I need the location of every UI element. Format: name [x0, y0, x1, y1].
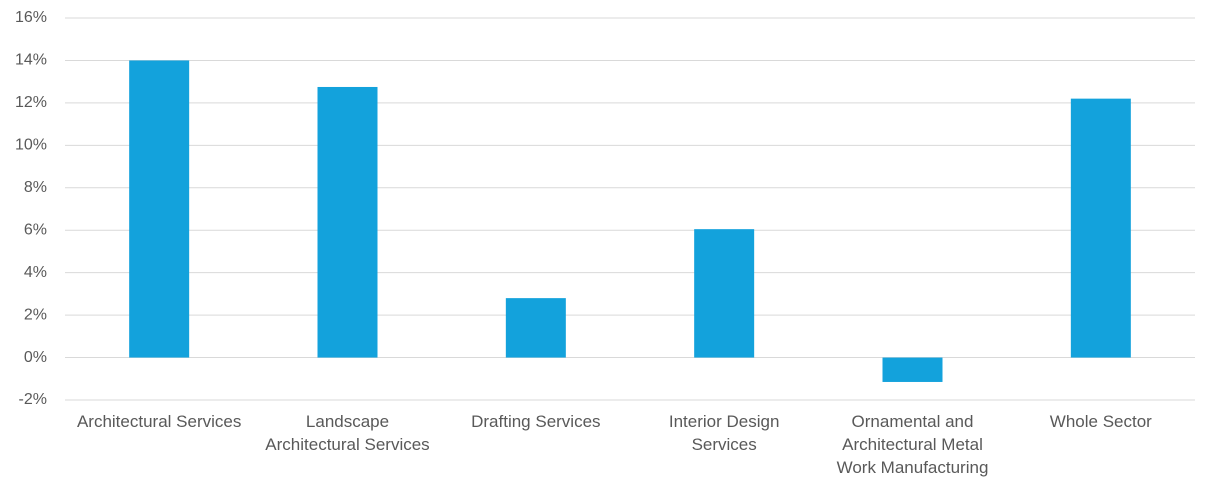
bar [129, 60, 190, 358]
bar [317, 86, 378, 358]
y-tick-label: -2% [19, 391, 47, 408]
x-tick-label: Architectural Services [76, 412, 242, 431]
bar [694, 229, 755, 358]
y-tick-label: 14% [15, 52, 47, 69]
bar [505, 298, 566, 358]
y-tick-label: 2% [24, 306, 47, 323]
y-tick-label: 12% [15, 94, 47, 111]
y-tick-label: 4% [24, 264, 47, 281]
y-tick-label: 0% [24, 349, 47, 366]
x-tick-label: Drafting Services [471, 412, 601, 431]
y-tick-label: 6% [24, 221, 47, 238]
bar [1070, 98, 1131, 358]
x-tick-label: Landscape Architectural Services [265, 412, 430, 454]
bar [882, 357, 943, 382]
y-tick-label: 8% [24, 179, 47, 196]
x-tick-label: Whole Sector [1049, 412, 1152, 431]
y-tick-label: 16% [15, 9, 47, 26]
x-tick-label: Ornamental and Architectural Metal Work … [836, 412, 989, 477]
y-tick-label: 10% [15, 137, 47, 154]
x-tick-label: Interior Design Services [668, 412, 780, 454]
